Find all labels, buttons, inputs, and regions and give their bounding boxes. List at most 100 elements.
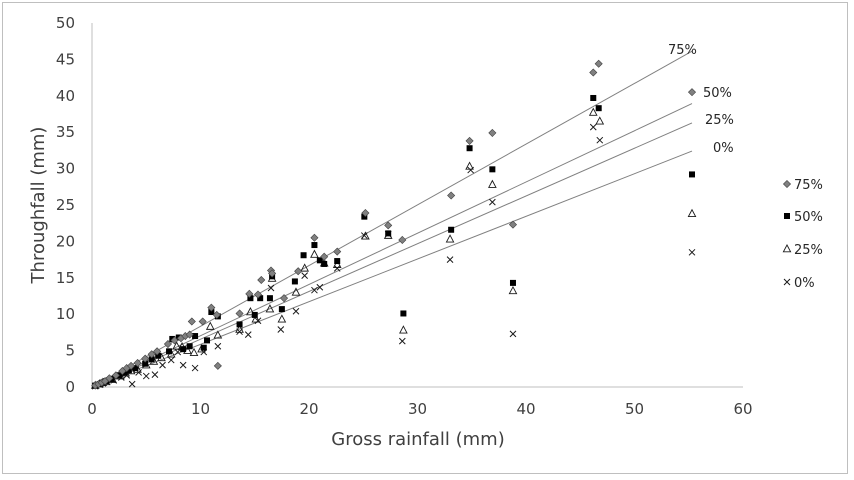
point-triangle bbox=[465, 161, 474, 170]
legend-label: 75% bbox=[794, 178, 823, 193]
point-triangle bbox=[332, 259, 342, 268]
point-diamond bbox=[163, 340, 172, 349]
point-diamond bbox=[447, 191, 456, 200]
legend-marker-triangle bbox=[782, 244, 792, 253]
point-square bbox=[166, 348, 173, 355]
point-diamond bbox=[488, 128, 497, 137]
y-tick-label: 20 bbox=[56, 232, 75, 250]
point-x bbox=[254, 317, 262, 325]
y-tick-label: 10 bbox=[56, 305, 75, 323]
point-triangle bbox=[235, 324, 244, 333]
point-triangle bbox=[399, 325, 408, 334]
point-x bbox=[244, 331, 252, 338]
point-square bbox=[509, 279, 516, 286]
x-tick-label: 10 bbox=[191, 400, 210, 418]
point-diamond bbox=[127, 361, 136, 370]
point-diamond bbox=[207, 303, 216, 312]
point-diamond bbox=[147, 350, 156, 359]
trendline bbox=[91, 103, 693, 388]
trendline-label: 75% bbox=[668, 43, 697, 58]
point-diamond bbox=[213, 361, 222, 370]
x-tick-labels: 0 10 20 30 40 50 60 bbox=[87, 400, 752, 418]
point-triangle bbox=[361, 231, 370, 240]
legend-label: 0% bbox=[794, 276, 815, 291]
point-triangle bbox=[300, 263, 310, 272]
point-x bbox=[489, 198, 496, 206]
point-square bbox=[334, 258, 341, 265]
y-tick-label: 35 bbox=[56, 123, 75, 141]
point-diamond bbox=[594, 59, 603, 68]
x-tick-label: 60 bbox=[733, 400, 752, 418]
point-x bbox=[167, 356, 175, 364]
point-diamond bbox=[111, 371, 120, 380]
trendline-label: 25% bbox=[705, 113, 734, 128]
point-x bbox=[179, 361, 187, 369]
point-diamond bbox=[170, 336, 179, 345]
y-tick-label: 25 bbox=[56, 196, 75, 214]
legend-label: 50% bbox=[794, 210, 823, 225]
point-diamond bbox=[361, 208, 370, 218]
point-x bbox=[128, 380, 136, 388]
x-tick-label: 20 bbox=[299, 400, 318, 418]
point-diamond bbox=[384, 221, 393, 230]
x-tick-label: 0 bbox=[87, 400, 97, 418]
point-diamond bbox=[187, 317, 196, 326]
point-x bbox=[191, 364, 199, 372]
point-triangle bbox=[265, 304, 275, 313]
point-x bbox=[589, 123, 597, 131]
point-diamond bbox=[280, 294, 289, 303]
point-x bbox=[301, 272, 309, 279]
point-square bbox=[489, 166, 496, 173]
point-diamond bbox=[185, 330, 194, 339]
point-square bbox=[155, 352, 162, 359]
x-axis-title: Gross rainfall (mm) bbox=[331, 429, 505, 450]
point-square bbox=[247, 295, 254, 302]
point-square bbox=[316, 257, 323, 264]
point-square bbox=[400, 310, 407, 317]
point-square bbox=[385, 230, 392, 237]
point-x bbox=[151, 371, 159, 378]
point-diamond bbox=[320, 252, 329, 261]
point-diamond bbox=[333, 247, 342, 256]
point-square bbox=[132, 365, 139, 372]
point-triangle bbox=[445, 234, 455, 243]
point-square bbox=[142, 360, 149, 367]
point-diamond bbox=[198, 317, 207, 326]
point-triangle bbox=[488, 179, 497, 188]
point-diamond bbox=[508, 220, 518, 229]
point-x bbox=[311, 286, 318, 294]
point-square bbox=[448, 226, 455, 233]
legend-label: 25% bbox=[794, 243, 823, 258]
trendlines: 75% 50% 25% 0% bbox=[91, 43, 734, 388]
point-triangle bbox=[508, 285, 518, 295]
y-tick-label: 15 bbox=[56, 269, 75, 287]
point-diamond bbox=[245, 289, 254, 298]
point-triangle bbox=[595, 116, 605, 125]
y-tick-labels: 0 5 10 15 20 25 30 35 40 45 50 bbox=[56, 14, 75, 396]
point-square bbox=[590, 94, 597, 101]
x-tick-label: 30 bbox=[408, 400, 427, 418]
y-tick-label: 40 bbox=[56, 87, 75, 105]
point-diamond bbox=[105, 374, 114, 383]
point-triangle bbox=[310, 249, 319, 258]
point-square bbox=[148, 356, 155, 363]
trendline-label: 50% bbox=[703, 86, 732, 101]
axes bbox=[91, 23, 743, 388]
legend-marker-diamond bbox=[782, 179, 792, 189]
point-x bbox=[446, 256, 454, 263]
point-diamond bbox=[235, 309, 244, 318]
point-x bbox=[277, 326, 285, 333]
point-square bbox=[311, 242, 318, 249]
trendline bbox=[91, 122, 693, 388]
point-x bbox=[316, 283, 324, 291]
legend-marker-square bbox=[784, 213, 790, 219]
point-diamond bbox=[253, 290, 263, 299]
y-tick-label: 30 bbox=[56, 160, 75, 178]
point-x bbox=[214, 342, 222, 350]
point-diamond bbox=[141, 354, 150, 363]
point-square bbox=[466, 145, 473, 152]
legend: 75% 50% 25% 0% bbox=[782, 178, 823, 291]
point-square bbox=[251, 311, 258, 318]
point-triangle bbox=[291, 287, 301, 296]
x-tick-label: 50 bbox=[625, 400, 644, 418]
